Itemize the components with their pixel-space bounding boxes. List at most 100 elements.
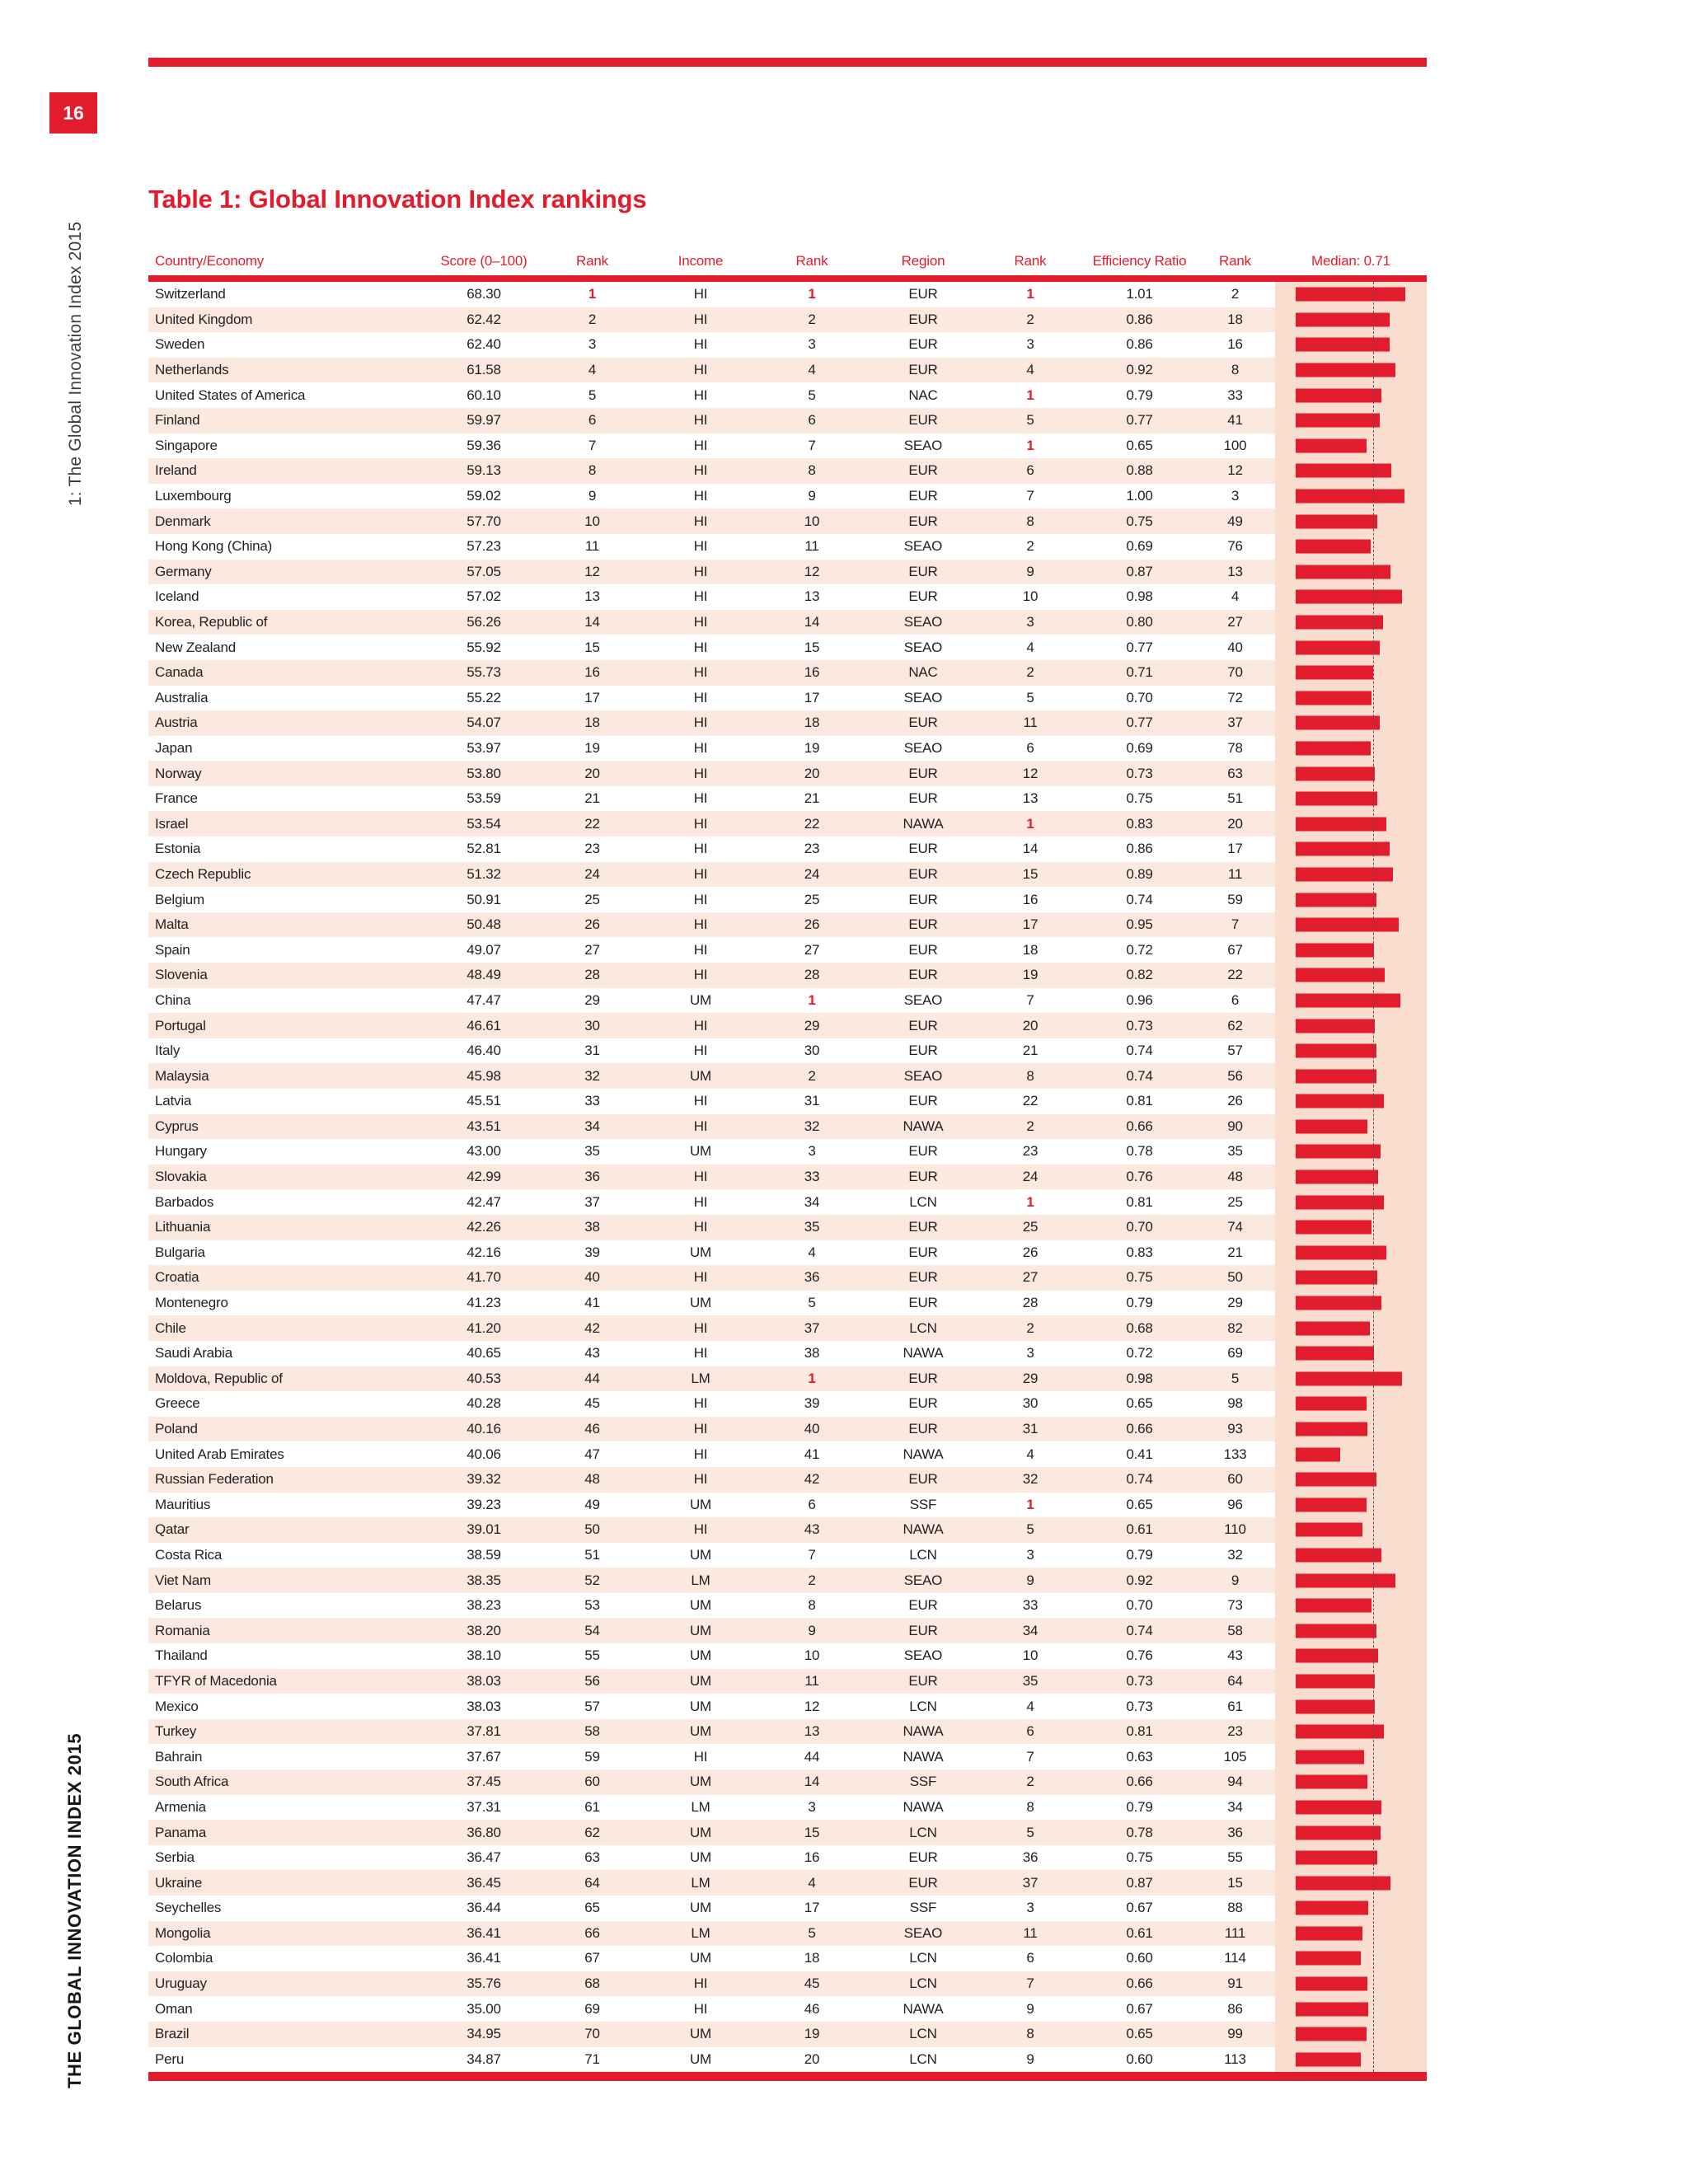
country-name: Romania <box>155 1622 210 1638</box>
efficiency-bar-cell <box>1275 1441 1427 1467</box>
country-name: Moldova, Republic of <box>155 1370 283 1386</box>
score-value: 50.91 <box>467 891 501 907</box>
region-code: LCN <box>909 1975 937 1992</box>
region-code: EUR <box>908 1017 938 1033</box>
efficiency-bar-cell <box>1275 1139 1427 1165</box>
overall-rank: 61 <box>584 1798 600 1815</box>
table-row: Bulgaria 42.16 39 UM 4 EUR 26 0.83 21 <box>148 1240 1427 1266</box>
table-row: Qatar 39.01 50 HI 43 NAWA 5 0.61 110 <box>148 1517 1427 1543</box>
country-name: Norway <box>155 765 202 781</box>
region-rank: 9 <box>1026 563 1034 579</box>
efficiency-bar <box>1296 1169 1379 1184</box>
efficiency-ratio: 0.75 <box>1126 790 1153 807</box>
income-rank: 35 <box>804 1219 820 1235</box>
score-value: 62.42 <box>467 311 501 327</box>
income-rank: 19 <box>804 739 820 756</box>
efficiency-ratio: 0.63 <box>1126 1748 1153 1765</box>
region-code: LCN <box>909 2026 937 2042</box>
income-group: HI <box>693 2000 708 2017</box>
region-code: LCN <box>909 2050 937 2067</box>
table-row: Mexico 38.03 57 UM 12 LCN 4 0.73 61 <box>148 1694 1427 1719</box>
income-group: HI <box>693 891 708 907</box>
income-group: HI <box>693 1319 708 1336</box>
efficiency-ratio: 0.70 <box>1126 1597 1153 1614</box>
income-rank: 28 <box>804 967 820 983</box>
efficiency-bar <box>1296 1447 1341 1462</box>
income-group: HI <box>693 1093 708 1109</box>
overall-rank: 27 <box>584 941 600 958</box>
efficiency-rank: 114 <box>1224 1950 1246 1966</box>
efficiency-bar-cell <box>1275 282 1427 307</box>
income-rank: 2 <box>808 1067 816 1084</box>
region-code: NAWA <box>903 1798 944 1815</box>
overall-rank: 45 <box>584 1395 600 1412</box>
efficiency-bar-cell <box>1275 1391 1427 1417</box>
overall-rank: 3 <box>588 336 597 353</box>
table-row: Iceland 57.02 13 HI 13 EUR 10 0.98 4 <box>148 584 1427 610</box>
efficiency-rank: 99 <box>1227 2026 1243 2042</box>
score-value: 46.40 <box>467 1043 501 1059</box>
score-value: 42.99 <box>467 1169 501 1185</box>
efficiency-ratio: 0.70 <box>1126 689 1153 705</box>
efficiency-bar <box>1296 1850 1377 1865</box>
score-value: 41.20 <box>467 1319 501 1336</box>
region-code: EUR <box>908 841 938 857</box>
col-income: Income <box>678 253 724 269</box>
efficiency-rank: 67 <box>1227 941 1243 958</box>
efficiency-bar <box>1296 1321 1370 1336</box>
efficiency-bar <box>1296 1245 1386 1260</box>
score-value: 53.80 <box>467 765 501 781</box>
country-name: Slovenia <box>155 967 208 983</box>
overall-rank: 13 <box>584 588 600 605</box>
region-code: EUR <box>908 588 938 605</box>
region-rank: 1 <box>1026 387 1034 403</box>
table-row: Estonia 52.81 23 HI 23 EUR 14 0.86 17 <box>148 837 1427 862</box>
score-value: 59.02 <box>467 488 501 504</box>
efficiency-bar-cell <box>1275 987 1427 1014</box>
efficiency-ratio: 0.76 <box>1126 1169 1153 1185</box>
table-row: Brazil 34.95 70 UM 19 LCN 8 0.65 99 <box>148 2021 1427 2047</box>
table-row: Belarus 38.23 53 UM 8 EUR 33 0.70 73 <box>148 1592 1427 1619</box>
top-rule <box>148 58 1427 67</box>
score-value: 37.81 <box>467 1723 501 1740</box>
efficiency-bar <box>1296 438 1367 453</box>
country-name: Chile <box>155 1319 186 1336</box>
efficiency-rank: 34 <box>1227 1798 1243 1815</box>
efficiency-bar-cell <box>1275 1996 1427 2022</box>
country-name: Seychelles <box>155 1900 222 1916</box>
efficiency-ratio: 0.80 <box>1126 614 1153 630</box>
region-code: LCN <box>909 1950 937 1966</box>
overall-rank: 47 <box>584 1446 600 1462</box>
income-rank: 42 <box>804 1471 820 1488</box>
table-row: Israel 53.54 22 HI 22 NAWA 1 0.83 20 <box>148 811 1427 837</box>
efficiency-rank: 60 <box>1227 1471 1243 1488</box>
efficiency-bar-cell <box>1275 1920 1427 1947</box>
table-row: Netherlands 61.58 4 HI 4 EUR 4 0.92 8 <box>148 357 1427 383</box>
efficiency-bar <box>1296 1774 1368 1789</box>
efficiency-rank: 76 <box>1227 538 1243 555</box>
region-rank: 37 <box>1022 1874 1039 1891</box>
country-name: Korea, Republic of <box>155 614 268 630</box>
score-value: 57.70 <box>467 513 501 529</box>
income-group: HI <box>693 362 708 378</box>
income-rank: 2 <box>808 1572 816 1588</box>
region-rank: 9 <box>1026 2000 1034 2017</box>
efficiency-bar <box>1296 943 1374 958</box>
region-rank: 1 <box>1026 286 1034 302</box>
table-row: Malaysia 45.98 32 UM 2 SEAO 8 0.74 56 <box>148 1063 1427 1089</box>
efficiency-bar <box>1296 2027 1367 2041</box>
region-rank: 36 <box>1022 1849 1039 1866</box>
region-code: LCN <box>909 1193 937 1210</box>
efficiency-bar <box>1296 1220 1372 1235</box>
region-code: EUR <box>908 462 938 479</box>
efficiency-bar-cell <box>1275 1694 1427 1719</box>
region-code: NAWA <box>903 815 944 832</box>
region-code: EUR <box>908 891 938 907</box>
efficiency-bar <box>1296 1951 1362 1966</box>
efficiency-bar-cell <box>1275 1794 1427 1821</box>
efficiency-rank: 3 <box>1231 488 1240 504</box>
table-row: Malta 50.48 26 HI 26 EUR 17 0.95 7 <box>148 912 1427 938</box>
efficiency-bar-cell <box>1275 735 1427 762</box>
efficiency-bar <box>1296 691 1372 705</box>
efficiency-rank: 35 <box>1227 1143 1243 1160</box>
